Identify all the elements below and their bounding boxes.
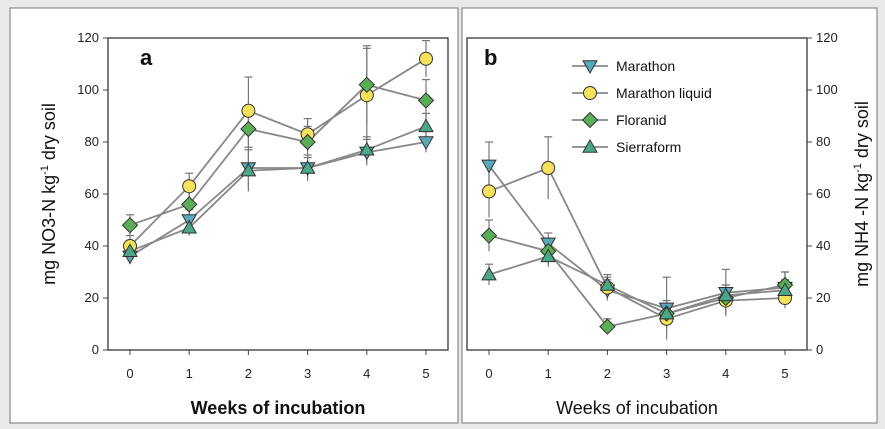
panel-b: 0 20 40 60 80 100 120 0 1 2 3 4 5 Weeks of incubation… xyxy=(461,7,878,424)
legend-marker-marathon_liquid xyxy=(583,86,597,100)
legend-label-sierraform: Sierraform xyxy=(616,139,681,155)
y-axis-title-superscript: -1 xyxy=(39,165,51,175)
data-point-floranid xyxy=(358,76,376,94)
panel-a: 0 20 40 60 80 100 120 0 1 2 3 4 5 Weeks of incubation… xyxy=(9,7,459,424)
y-tick-label: 60 xyxy=(85,186,99,201)
x-tick-label: 4 xyxy=(363,366,370,381)
x-tick-label: 5 xyxy=(781,366,788,381)
panel-letter: a xyxy=(140,45,153,70)
data-point-floranid xyxy=(417,92,435,109)
y-tick-label: 40 xyxy=(85,238,99,253)
data-point-sierraform xyxy=(358,141,375,156)
data-point-marathon_liquid xyxy=(541,161,556,175)
x-axis-title: Weeks of incubation xyxy=(556,398,718,418)
panel-frame xyxy=(461,7,878,424)
x-tick-label: 2 xyxy=(604,366,611,381)
y-axis-title-part: dry soil xyxy=(852,101,872,163)
legend-label-marathon: Marathon xyxy=(616,58,675,74)
data-point-marathon_liquid xyxy=(419,51,433,66)
x-tick-label: 2 xyxy=(245,366,252,381)
legend-marker-marathon xyxy=(582,60,598,75)
series-line-marathon_liquid xyxy=(129,58,427,247)
y-tick-label: 40 xyxy=(816,238,830,253)
data-point-floranid xyxy=(480,227,498,244)
data-point-sierraform xyxy=(299,159,316,174)
data-point-marathon xyxy=(418,136,434,151)
x-tick-label: 0 xyxy=(485,366,492,381)
data-point-sierraform xyxy=(122,243,138,257)
data-point-floranid xyxy=(299,133,316,151)
data-point-sierraform xyxy=(777,282,793,296)
panel-frame xyxy=(9,7,459,424)
y-axis-title-superscript: -1 xyxy=(852,163,864,173)
y-tick-label: 20 xyxy=(816,290,830,305)
data-point-sierraform xyxy=(540,248,557,263)
y-tick-label: 60 xyxy=(816,186,830,201)
data-point-marathon_liquid xyxy=(482,184,496,199)
data-point-sierraform xyxy=(481,266,497,281)
data-point-sierraform xyxy=(599,276,616,291)
x-tick-label: 4 xyxy=(722,366,729,381)
data-point-floranid xyxy=(121,216,139,234)
y-tick-label: 120 xyxy=(816,30,838,45)
y-axis-title-part: mg NO3-N kg xyxy=(39,175,59,285)
panel-letter: b xyxy=(484,45,497,70)
data-point-floranid xyxy=(599,318,616,335)
y-tick-label: 0 xyxy=(92,342,99,357)
series-line-floranid xyxy=(129,83,427,227)
data-point-sierraform xyxy=(181,219,198,234)
data-point-sierraform xyxy=(717,287,734,302)
y-axis-title-part: dry soil xyxy=(39,103,59,165)
x-tick-label: 5 xyxy=(422,366,429,381)
x-tick-label: 0 xyxy=(126,366,133,381)
data-point-sierraform xyxy=(240,162,257,177)
x-tick-label: 1 xyxy=(545,366,552,381)
y-axis-title: mg NH4 -N kg-1 dry soil xyxy=(852,101,872,287)
series-line-floranid xyxy=(488,234,786,328)
data-point-sierraform xyxy=(418,118,434,133)
legend-marker-sierraform xyxy=(582,138,598,153)
series-line-marathon_liquid xyxy=(488,166,786,320)
y-tick-label: 100 xyxy=(816,82,838,97)
y-tick-label: 80 xyxy=(85,134,99,149)
x-tick-label: 3 xyxy=(304,366,311,381)
legend-marker-floranid xyxy=(581,111,599,129)
legend-label-marathon_liquid: Marathon liquid xyxy=(616,85,712,101)
y-axis-title-part: mg NH4 -N kg xyxy=(852,173,872,287)
x-tick-label: 1 xyxy=(186,366,193,381)
legend-label-floranid: Floranid xyxy=(616,112,667,128)
series-line-sierraform xyxy=(488,255,786,315)
y-tick-label: 80 xyxy=(816,134,830,149)
y-axis-title: mg NO3-N kg-1 dry soil xyxy=(39,103,59,285)
data-point-sierraform xyxy=(658,305,675,320)
data-point-floranid xyxy=(180,196,198,213)
y-tick-label: 120 xyxy=(77,30,99,45)
data-point-marathon xyxy=(481,159,497,174)
series-line-marathon xyxy=(129,141,427,258)
y-tick-label: 0 xyxy=(816,342,823,357)
data-point-marathon_liquid xyxy=(241,103,256,118)
data-point-floranid xyxy=(240,120,257,138)
y-tick-label: 20 xyxy=(85,290,99,305)
data-point-marathon_liquid xyxy=(182,179,197,194)
y-tick-label: 100 xyxy=(77,82,99,97)
x-tick-label: 3 xyxy=(663,366,670,381)
series-line-sierraform xyxy=(129,125,427,253)
x-axis-title: Weeks of incubation xyxy=(191,398,366,418)
